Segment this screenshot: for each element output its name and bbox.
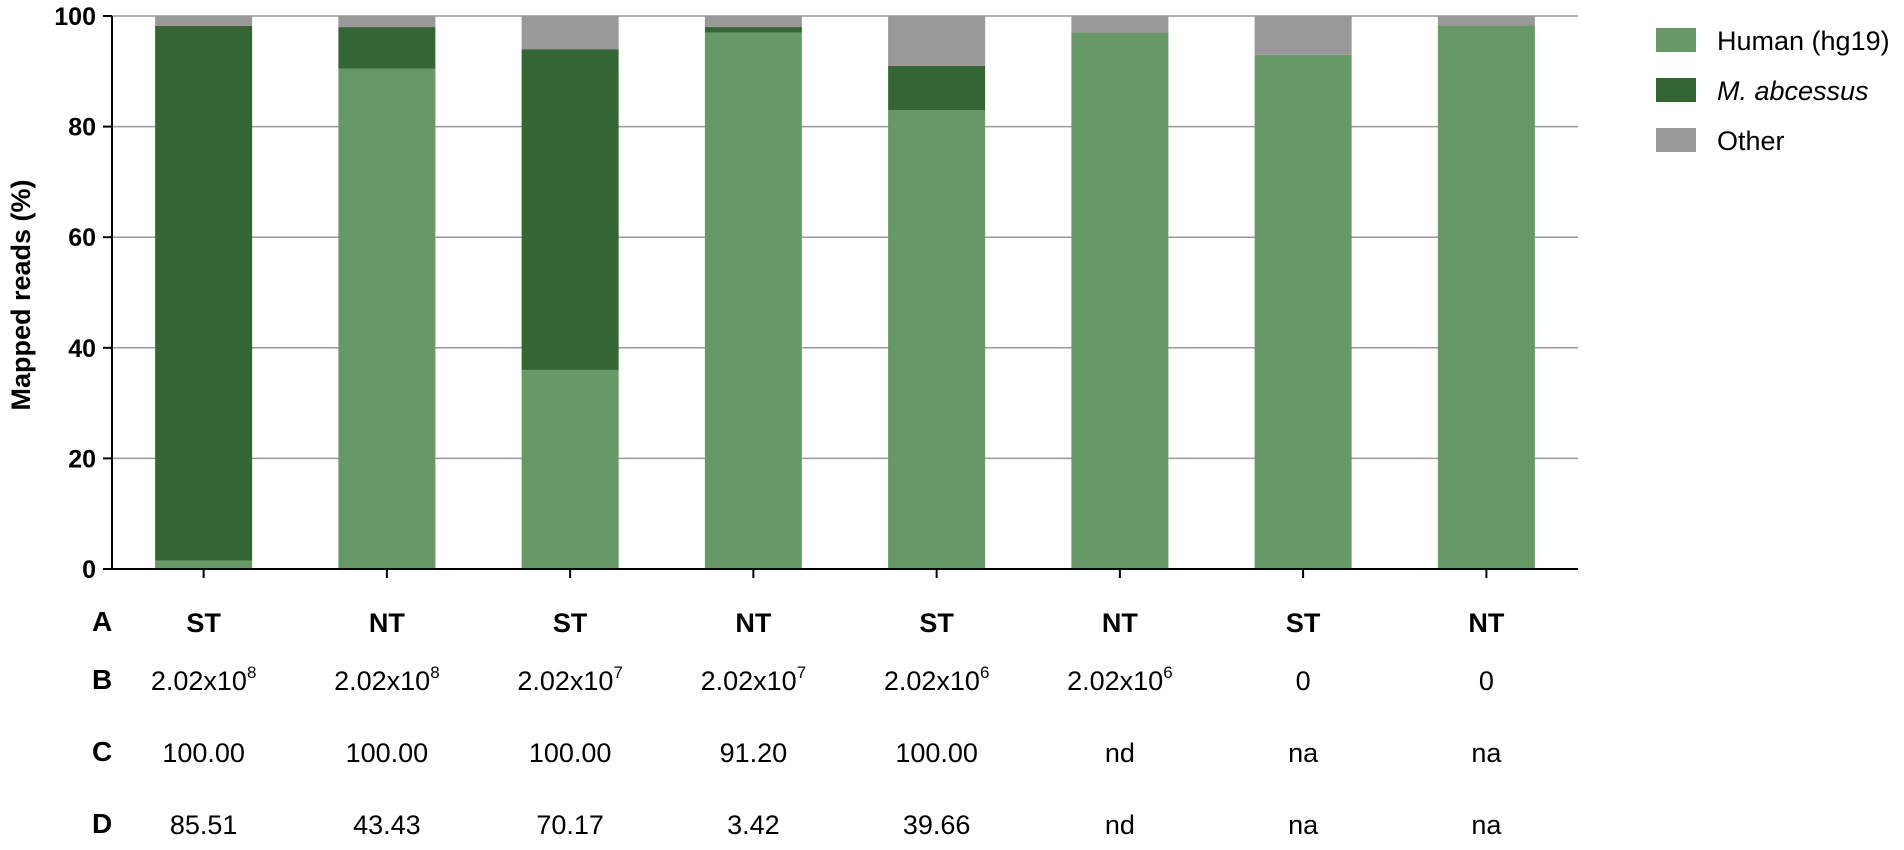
bar-segment: [521, 49, 619, 370]
bar-segment: [704, 16, 802, 28]
table-cell-c: 100.00: [528, 738, 612, 768]
bar-segment: [888, 65, 986, 111]
bar-segment: [1254, 16, 1352, 55]
table-cell-d: 85.51: [169, 810, 238, 840]
bar-segment: [338, 68, 436, 569]
table-cell-d: 39.66: [902, 810, 971, 840]
cell-exponent: 6: [1163, 663, 1173, 682]
table-cell-b: 2.02x107: [683, 663, 823, 697]
table-cell-a: ST: [1285, 608, 1321, 638]
cell-base: 2.02x10: [1067, 666, 1164, 696]
bar-segment: [155, 25, 253, 561]
table-cell-a: ST: [552, 608, 588, 638]
y-tick-label: 80: [68, 114, 96, 142]
table-cell-a: NT: [1468, 608, 1505, 638]
table-cell-a: NT: [1101, 608, 1138, 638]
table-cell-c: 100.00: [345, 738, 429, 768]
legend-swatch: [1656, 128, 1696, 152]
bar-segment: [155, 560, 253, 569]
bar-segment: [338, 27, 436, 69]
bar-segment: [1437, 16, 1535, 26]
axes: 0 20 40 60 80 100: [54, 3, 1578, 584]
cell-base: 2.02x10: [150, 666, 247, 696]
table-row-label: A: [92, 606, 113, 637]
gridlines: [112, 15, 1578, 460]
table-cell-d: 70.17: [536, 810, 604, 840]
legend-label: M. abcessus: [1717, 76, 1869, 106]
table-cell-b: 2.02x107: [500, 663, 640, 697]
bar-segment: [521, 369, 619, 569]
table-cell-c: na: [1471, 738, 1502, 768]
table-cell-b: 0: [1416, 666, 1556, 697]
bar-segment: [704, 32, 802, 569]
table-cell-d: na: [1288, 810, 1319, 840]
bar-segment: [1437, 25, 1535, 569]
table-row-label: C: [92, 736, 113, 767]
cell-base: 0: [1295, 666, 1311, 696]
table-cell-b: 0: [1233, 666, 1373, 697]
legend: Human (hg19) M. abcessus Other: [1656, 26, 1890, 156]
cell-base: 2.02x10: [334, 666, 431, 696]
bar-segment: [338, 16, 436, 28]
table-row-label: B: [92, 664, 113, 695]
table-cell-b: 2.02x106: [867, 663, 1007, 697]
legend-label: Human (hg19): [1717, 26, 1890, 56]
bar-segment: [704, 27, 802, 33]
stacked-bar-chart: 0 20 40 60 80 100 Mapped reads (%) Human (hg1…: [6, 3, 1890, 584]
bar-segment: [155, 16, 253, 26]
table-cell-a: NT: [368, 608, 405, 638]
table-cell-d: 3.42: [727, 810, 780, 840]
table-cell-a: ST: [186, 608, 221, 638]
table-cell-b: 2.02x106: [1050, 663, 1190, 697]
y-tick-label: 100: [54, 3, 96, 31]
table-cell-b: 2.02x108: [317, 663, 457, 697]
y-axis-label: Mapped reads (%): [6, 179, 36, 410]
bar-segment: [1071, 32, 1169, 569]
table-cell-c: 100.00: [162, 738, 245, 768]
y-tick-label: 0: [82, 556, 96, 584]
table-cell-c: 100.00: [895, 738, 978, 768]
cell-base: 2.02x10: [517, 666, 614, 696]
legend-swatch: [1656, 78, 1696, 102]
cell-exponent: 7: [613, 663, 623, 682]
table-cell-a: ST: [919, 608, 954, 638]
bar-segment: [521, 16, 619, 50]
bar-segment: [1071, 16, 1169, 33]
cell-base: 2.02x10: [700, 666, 797, 696]
bars: [155, 16, 1535, 569]
table-cell-c: nd: [1104, 738, 1135, 768]
y-tick-label: 20: [68, 445, 96, 473]
table-cell-b: 2.02x108: [134, 663, 274, 697]
y-tick-label: 60: [68, 224, 96, 252]
table-row-label: D: [92, 808, 113, 839]
cell-exponent: 8: [246, 663, 257, 682]
y-tick-label: 40: [68, 335, 96, 363]
cell-exponent: 8: [430, 663, 440, 682]
bar-segment: [888, 110, 986, 569]
table-cell-d: na: [1471, 810, 1502, 840]
legend-swatch: [1656, 28, 1696, 52]
table-cell-d: 43.43: [353, 810, 421, 840]
table-cell-d: nd: [1104, 810, 1135, 840]
cell-exponent: 7: [796, 663, 807, 682]
table-cell-c: 91.20: [719, 738, 788, 768]
table-cell-c: na: [1288, 738, 1319, 768]
legend-label: Other: [1717, 126, 1785, 156]
table-cell-a: NT: [735, 608, 772, 638]
cell-base: 2.02x10: [883, 666, 980, 696]
bar-segment: [1254, 54, 1352, 569]
cell-exponent: 6: [979, 663, 990, 682]
cell-base: 0: [1478, 666, 1494, 696]
bar-segment: [888, 16, 986, 66]
